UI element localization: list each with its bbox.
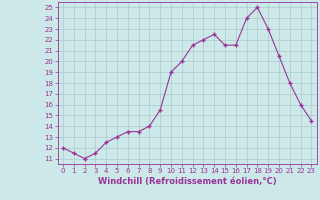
X-axis label: Windchill (Refroidissement éolien,°C): Windchill (Refroidissement éolien,°C): [98, 177, 276, 186]
